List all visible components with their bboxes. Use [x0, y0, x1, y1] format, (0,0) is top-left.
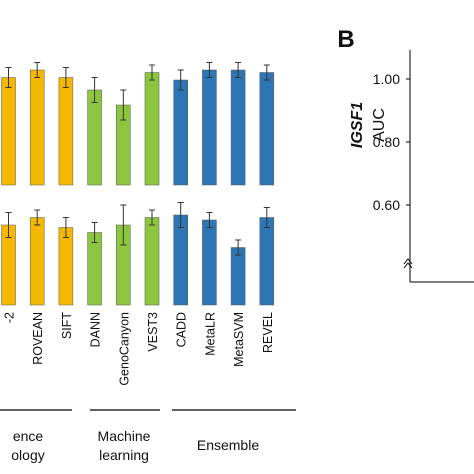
- x-tick-label: MetaLR: [203, 312, 217, 356]
- x-tick-label: ROVEAN: [31, 312, 45, 365]
- error-bar: [120, 204, 127, 246]
- error-bar: [263, 64, 270, 81]
- error-bar: [91, 222, 98, 243]
- bar: [202, 219, 217, 306]
- error-bar: [34, 209, 41, 226]
- error-bar: [149, 64, 155, 81]
- error-bar: [149, 209, 155, 226]
- bar: [259, 72, 275, 186]
- error-bar: [235, 62, 242, 78]
- x-tick-label: CADD: [175, 312, 189, 347]
- error-bar: [206, 212, 213, 228]
- axis-break: [403, 258, 413, 269]
- error-bar: [91, 77, 98, 103]
- bar: [259, 217, 275, 306]
- x-tick-label: DANN: [89, 312, 103, 347]
- error-bar: [177, 202, 184, 228]
- bar: [230, 247, 246, 306]
- y-tick-label: 0.80: [373, 134, 400, 150]
- bar: [29, 69, 45, 186]
- error-bar: [177, 69, 184, 91]
- bar: [29, 217, 45, 306]
- y-axis-label: AUC: [371, 108, 388, 142]
- x-tick-label: -2: [3, 312, 17, 323]
- error-bar: [5, 67, 12, 88]
- panel-label: B: [337, 26, 354, 53]
- gene-label: IGSF1: [349, 102, 366, 148]
- error-bar: [120, 89, 127, 121]
- bar: [1, 77, 16, 186]
- group-label: Ensemble: [197, 437, 259, 453]
- y-tick-label: 0.60: [373, 197, 400, 213]
- bar: [87, 232, 102, 306]
- bar: [87, 89, 102, 186]
- bar: [202, 69, 217, 186]
- bar: [173, 79, 188, 186]
- error-bar: [5, 212, 12, 238]
- x-tick-label: GenoCanyon: [117, 312, 131, 386]
- bar: [230, 69, 246, 186]
- bar: [173, 214, 188, 306]
- group-label: ology: [11, 447, 44, 463]
- x-tick-label: REVEL: [261, 312, 275, 353]
- error-bar: [263, 207, 270, 228]
- error-bar: [62, 217, 69, 238]
- x-tick-label: VEST3: [146, 312, 160, 352]
- x-tick-label: MetaSVM: [232, 312, 246, 367]
- error-bar: [206, 62, 213, 78]
- bar: [144, 72, 160, 186]
- group-label: learning: [99, 447, 149, 463]
- bar: [144, 217, 160, 306]
- bar: [58, 77, 74, 186]
- error-bar: [62, 67, 69, 88]
- x-tick-label: SIFT: [60, 312, 74, 339]
- group-label: ence: [13, 428, 44, 444]
- y-tick-label: 1.00: [373, 71, 400, 87]
- error-bar: [34, 62, 41, 78]
- error-bar: [235, 239, 242, 256]
- bar: [58, 227, 74, 306]
- group-label: Machine: [98, 428, 151, 444]
